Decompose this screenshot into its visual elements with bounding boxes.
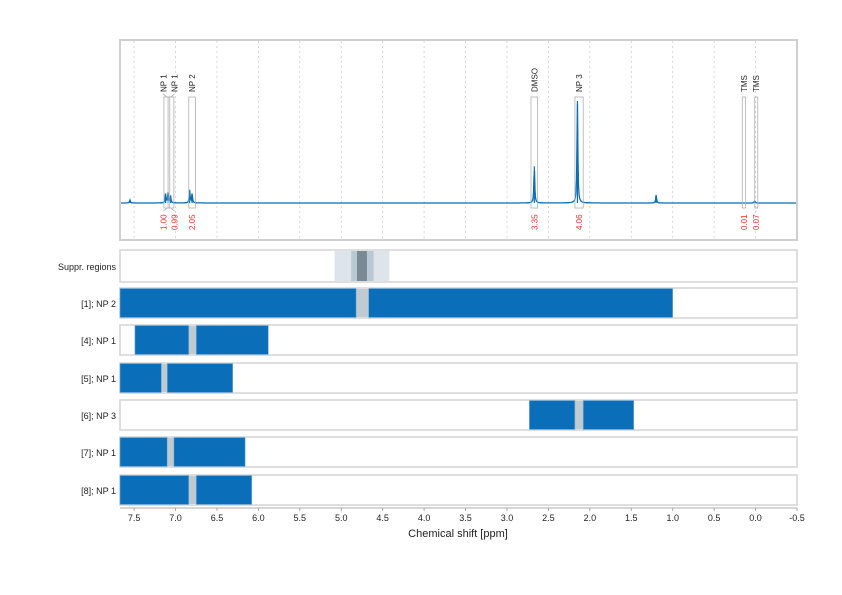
tick-label: 0.0 — [749, 513, 762, 523]
assignment-rows: Suppr. regions [1]; NP 2 [4]; NP 1 [5]; NP … — [58, 249, 798, 506]
tick-label: 7.5 — [128, 513, 141, 523]
tick-label: 1.0 — [666, 513, 679, 523]
row-bar — [166, 363, 233, 393]
integral-box — [188, 96, 196, 209]
row-bar — [173, 437, 246, 467]
integral-label: NP 2 — [188, 74, 197, 92]
suppression-region — [356, 251, 367, 281]
integral-value: 0.07 — [752, 214, 761, 230]
tick-label: -0.5 — [789, 513, 805, 523]
integral-box — [741, 96, 747, 209]
row-gap — [574, 401, 584, 429]
row-label: [7]; NP 1 — [81, 448, 116, 458]
x-axis: 7.5 7.0 6.5 6.0 5.5 5.0 4.5 4.0 3.5 3.0 2.5 2.0 1.5 1… — [120, 507, 805, 523]
tick-label: 6.0 — [252, 513, 265, 523]
integral-box — [530, 96, 539, 209]
row-bar — [582, 400, 635, 430]
row-label: [8]; NP 1 — [81, 486, 116, 496]
row-bar — [119, 437, 168, 467]
row-label: Suppr. regions — [58, 262, 117, 272]
value-leader — [170, 207, 175, 212]
integral-value: 3.35 — [530, 214, 539, 230]
tick-label: 2.0 — [584, 513, 597, 523]
integral-value: 1.00 — [159, 214, 168, 230]
row-bar — [529, 400, 576, 430]
tick-label: 4.0 — [418, 513, 431, 523]
x-axis-label: Chemical shift [ppm] — [408, 528, 508, 540]
tick-label: 4.5 — [376, 513, 389, 523]
integral-label: TMS — [752, 75, 761, 92]
tick-label: 5.5 — [294, 513, 307, 523]
integral-label: TMS — [740, 75, 749, 92]
tick-label: 7.0 — [169, 513, 182, 523]
value-leader — [163, 207, 168, 212]
integral-label: NP 1 — [159, 74, 168, 92]
integral-box — [754, 96, 759, 209]
row-bar — [195, 475, 253, 505]
gridlines — [133, 41, 756, 239]
integral-box — [167, 96, 175, 209]
label-leader — [163, 93, 168, 98]
row-panel — [119, 249, 798, 283]
integral-value: 2.05 — [188, 214, 197, 230]
row-bar — [368, 288, 674, 318]
integral-box — [163, 96, 171, 209]
integral-box — [574, 96, 584, 209]
row-gap — [188, 326, 197, 354]
row-bar — [134, 325, 190, 355]
row-gap — [188, 476, 197, 504]
integral-value: 0.99 — [170, 214, 179, 230]
integral-value: 0.01 — [740, 214, 749, 230]
tick-label: 5.0 — [335, 513, 348, 523]
integral-label: NP 3 — [575, 74, 584, 92]
row-label: [6]; NP 3 — [81, 411, 116, 421]
tick-label: 2.5 — [542, 513, 555, 523]
tick-label: 6.5 — [211, 513, 224, 523]
tick-label: 3.5 — [459, 513, 472, 523]
integral-label: NP 1 — [170, 74, 179, 92]
tick-label: 3.0 — [501, 513, 514, 523]
row-label: [1]; NP 2 — [81, 299, 116, 309]
integral-label: DMSO — [530, 68, 539, 92]
tick-label: 0.5 — [708, 513, 721, 523]
label-leader — [170, 93, 175, 98]
integral-value: 4.06 — [575, 214, 584, 230]
row-bar — [195, 325, 269, 355]
row-bar — [119, 363, 162, 393]
row-gap — [356, 289, 369, 317]
row-bar — [119, 475, 190, 505]
tick-label: 1.5 — [625, 513, 638, 523]
spectrum — [121, 101, 796, 204]
row-label: [5]; NP 1 — [81, 374, 116, 384]
row-gap — [161, 364, 168, 392]
row-label: [4]; NP 1 — [81, 336, 116, 346]
row-gap — [167, 438, 174, 466]
row-panel — [119, 399, 798, 431]
integrals: NP 1 1.00 NP 1 0.99 NP 2 2.05 DMSO 3.35 NP 3 4.06… — [159, 68, 761, 230]
spectrum-line — [121, 104, 796, 204]
row-bar — [119, 288, 357, 318]
spectrum-panel — [119, 39, 798, 241]
